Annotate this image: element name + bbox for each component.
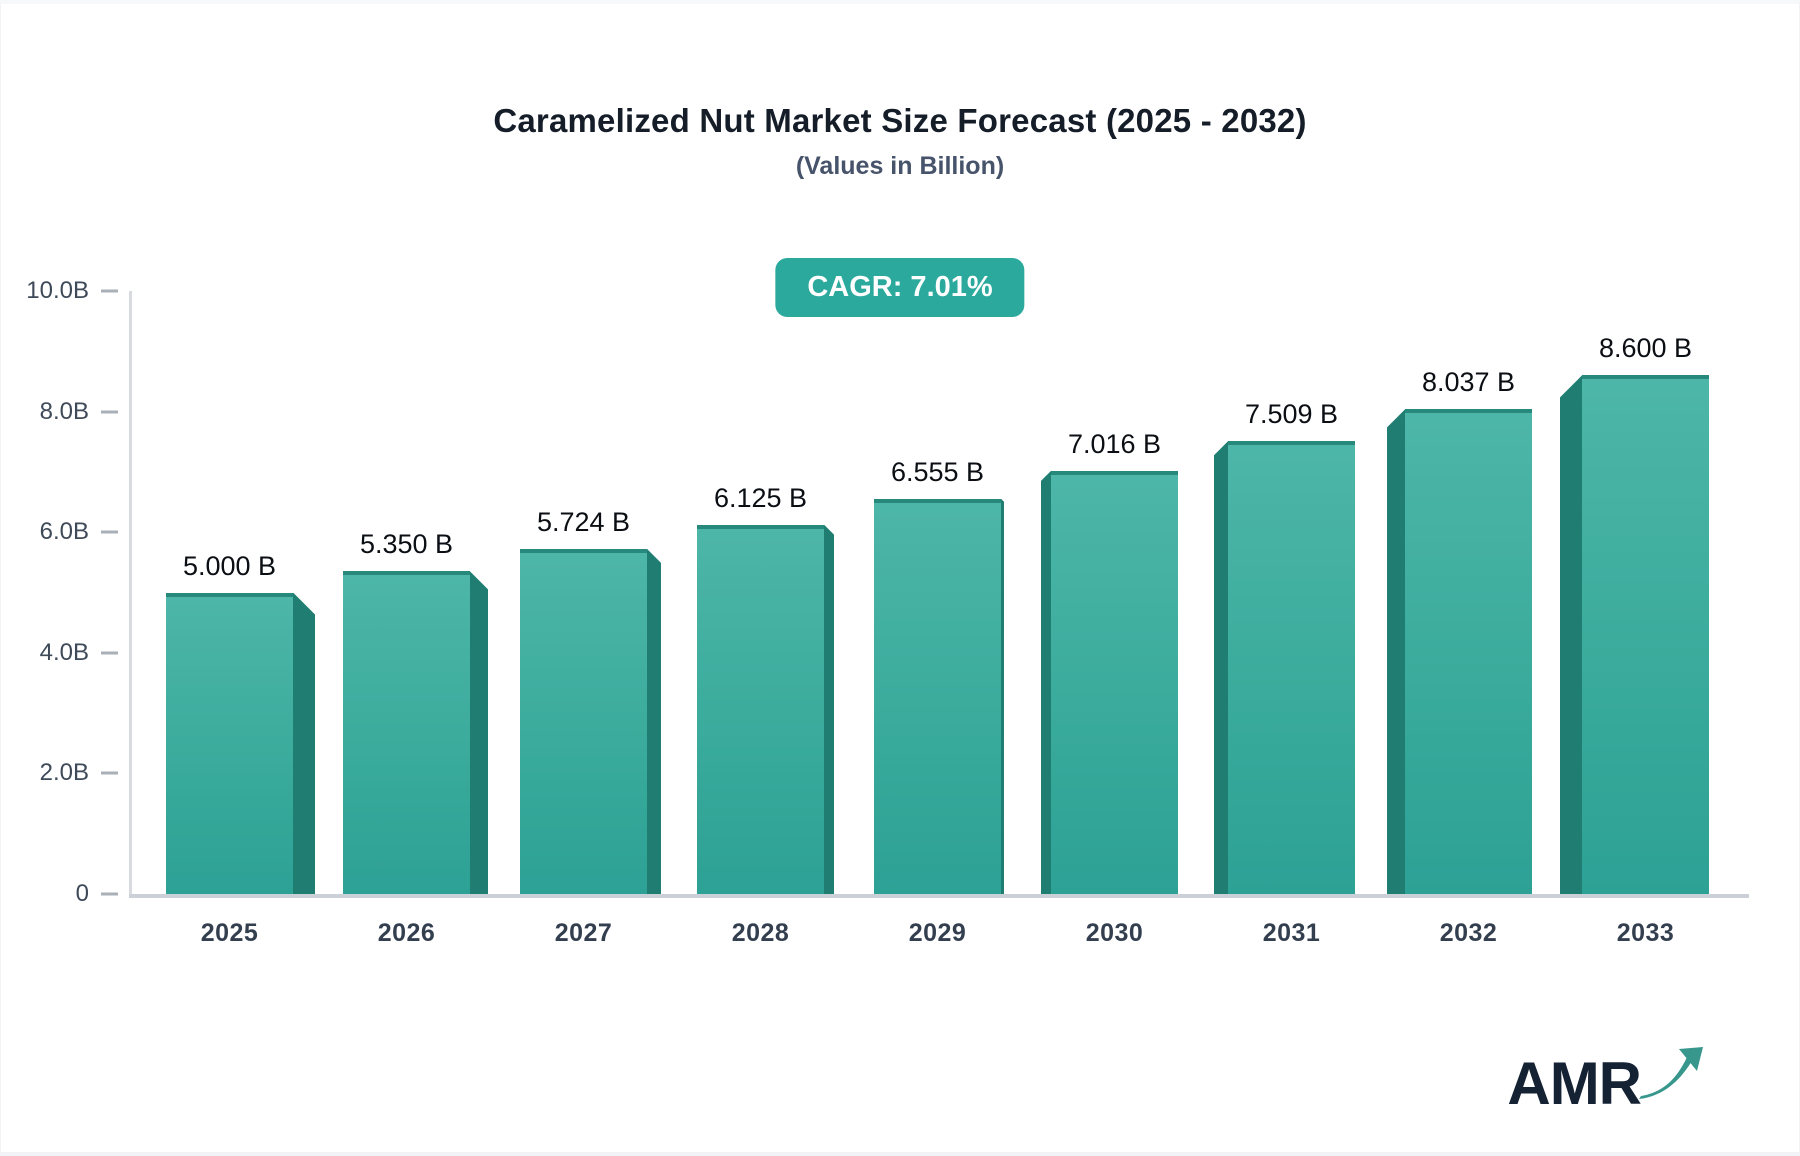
bar-value-label: 8.600 B [1598, 333, 1693, 364]
x-axis-category-label: 2027 [554, 919, 613, 947]
x-axis-category-label: 2030 [1085, 919, 1144, 947]
y-axis-tick-mark [101, 289, 118, 293]
bar-2032 [1387, 409, 1532, 894]
y-axis-tick-mark [101, 892, 118, 896]
bar-side-shade [470, 571, 488, 894]
x-axis-category-label: 2026 [377, 919, 436, 947]
bar-2027 [520, 548, 661, 894]
amr-logo-text: AMR [1507, 1050, 1642, 1117]
bar-value-label: 5.724 B [536, 506, 631, 537]
bar-2029 [874, 498, 1004, 894]
bar-side-shade [1001, 498, 1004, 894]
y-axis-tick-mark [101, 530, 118, 534]
bar-side-shade [647, 548, 661, 894]
x-axis-category-label: 2025 [200, 919, 259, 947]
bar-side-shade [1387, 409, 1405, 894]
bar-face [1405, 409, 1532, 894]
bar-value-label: 7.016 B [1067, 428, 1162, 459]
bar-value-label: 7.509 B [1244, 399, 1339, 430]
bar-2025 [166, 592, 315, 894]
bar-face [874, 498, 1001, 894]
bar-face [697, 524, 824, 894]
bar-face [1051, 470, 1178, 894]
bar-2028 [697, 524, 834, 894]
bar-2031 [1214, 441, 1355, 894]
bar-face [343, 571, 470, 894]
x-axis-line [129, 894, 1749, 898]
y-axis-tick-label: 2.0B [39, 759, 89, 787]
y-axis-tick-mark [101, 651, 118, 655]
bar-value-label: 6.125 B [713, 482, 808, 513]
bar-value-label: 5.350 B [359, 529, 454, 560]
bar-value-label: 8.037 B [1421, 367, 1516, 398]
bar-chart-plot-area: 0 2.0B 4.0B 6.0B 8.0B 10.0B 5.000 B 2025 5.350 B… [1, 4, 1799, 1152]
x-axis-category-label: 2031 [1262, 919, 1321, 947]
bar-face [1228, 441, 1355, 894]
x-axis-category-label: 2029 [908, 919, 967, 947]
x-axis-category-label: 2032 [1439, 919, 1498, 947]
cagr-badge: CAGR: 7.01% [775, 258, 1025, 317]
bar-face [1582, 375, 1709, 894]
bar-face [520, 548, 647, 894]
y-axis-tick-label: 4.0B [39, 638, 89, 666]
y-axis-tick-mark [101, 771, 118, 775]
y-axis-tick-label: 10.0B [26, 277, 89, 304]
y-axis-tick-label: 6.0B [39, 518, 89, 546]
x-axis-category-label: 2028 [731, 919, 790, 947]
y-axis-tick-label: 8.0B [39, 397, 89, 425]
bar-value-label: 6.555 B [890, 456, 985, 487]
y-axis-tick-label: 0 [75, 880, 89, 907]
bar-2026 [343, 571, 488, 894]
bar-side-shade [824, 524, 834, 894]
bar-2033 [1560, 375, 1709, 894]
bar-value-label: 5.000 B [182, 550, 277, 581]
bar-2030 [1041, 470, 1178, 894]
bar-face [166, 592, 293, 894]
chart-subtitle: (Values in Billion) [795, 152, 1005, 180]
bar-side-shade [1214, 441, 1228, 894]
bar-side-shade [1560, 375, 1582, 894]
growth-trend-arrow-icon [1635, 1041, 1711, 1110]
y-axis-tick-mark [101, 410, 118, 414]
bar-side-shade [293, 592, 315, 894]
amr-logo: AMR [1507, 1041, 1711, 1114]
chart-title: Caramelized Nut Market Size Forecast (20… [493, 102, 1307, 139]
bar-side-shade [1041, 470, 1051, 894]
y-axis-line [129, 291, 132, 894]
x-axis-category-label: 2033 [1616, 919, 1675, 947]
